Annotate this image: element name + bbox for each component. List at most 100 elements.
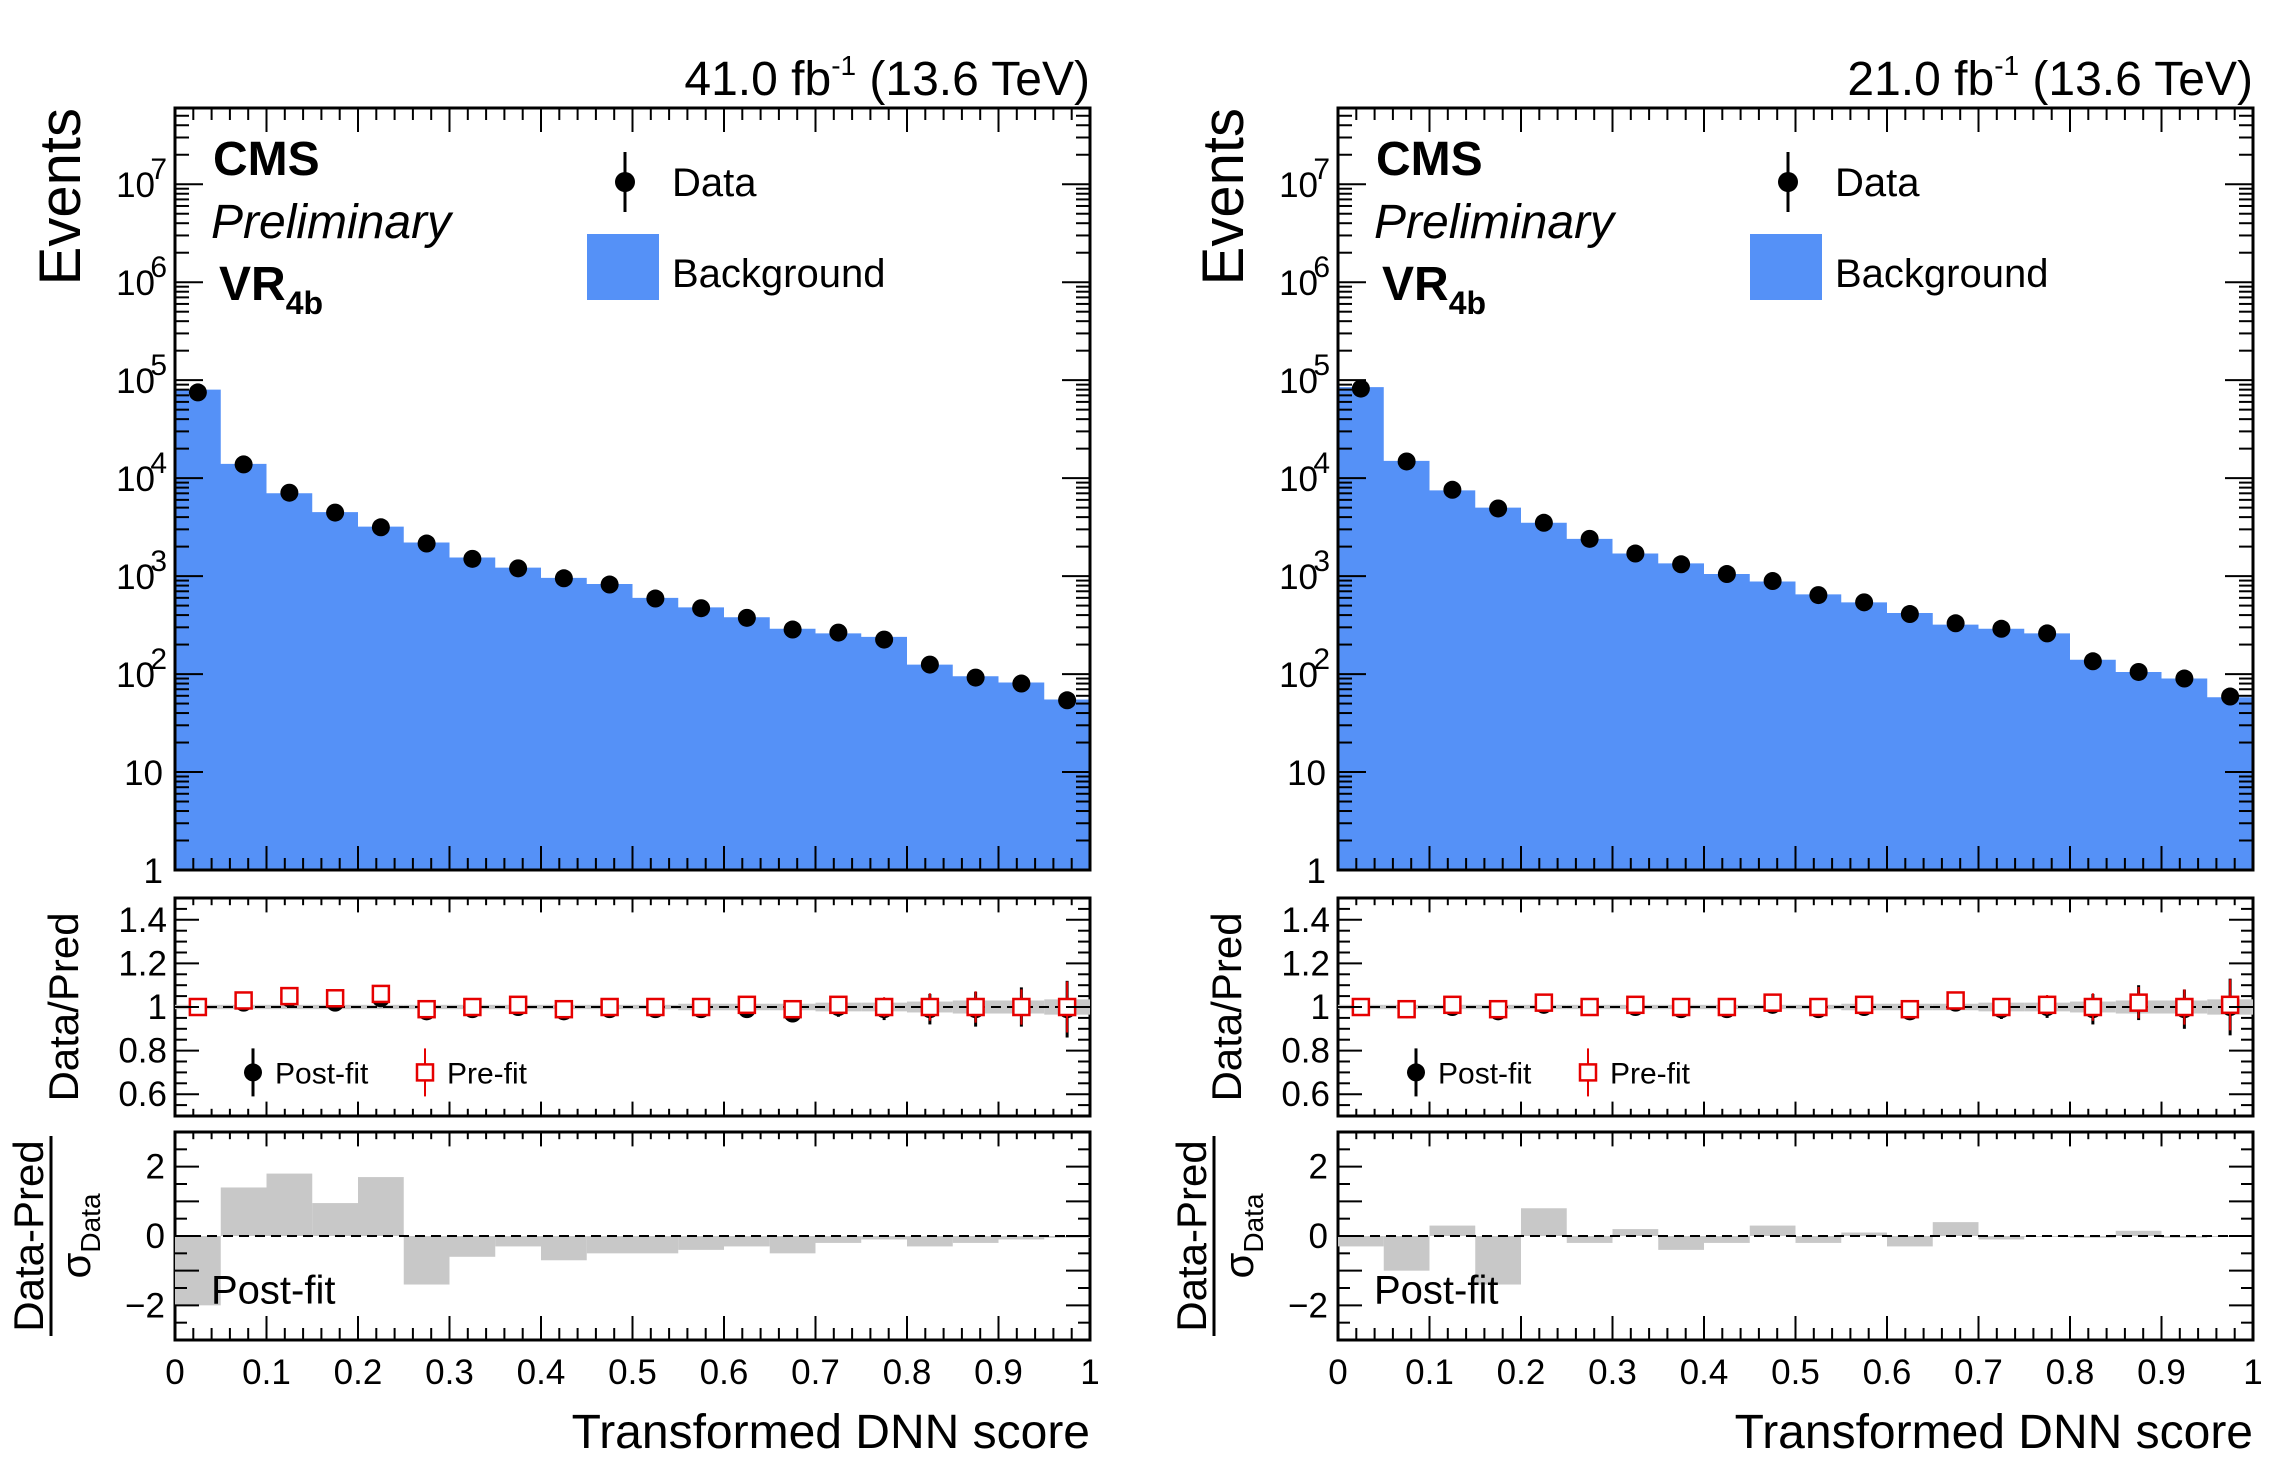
ratio-prefit-marker (417, 999, 436, 1019)
data-point (1717, 565, 1736, 584)
data-point (966, 668, 985, 687)
data-point (188, 383, 207, 402)
pull-bar (1383, 1236, 1430, 1271)
pull-bar (952, 1236, 999, 1243)
preliminary-label: Preliminary (211, 196, 454, 249)
data-point (737, 608, 756, 627)
ratio-legend-postfit-label: Post-fit (1438, 1057, 1532, 1090)
lumi-exponent: -1 (831, 50, 856, 81)
ratio-ytick-label: 1.4 (1281, 901, 1330, 940)
ratio-prefit-marker (1488, 999, 1508, 1019)
y-axis-title: Events (28, 108, 93, 285)
main-ytick-exponent: 6 (150, 251, 167, 284)
pull-label: Post-fit (1374, 1269, 1498, 1313)
pull-bar (1521, 1208, 1567, 1236)
pull-sigma: σ (52, 1253, 99, 1279)
main-ytick-exponent: 5 (1313, 349, 1330, 382)
pull-bar (769, 1236, 816, 1254)
pull-bar (358, 1177, 404, 1236)
pull-y-axis-title-numerator: Data-Pred (1168, 1140, 1215, 1331)
xtick-label: 1 (1080, 1353, 1099, 1392)
ratio-prefit-marker (737, 995, 757, 1015)
data-point (2129, 662, 2148, 681)
ratio-prefit-marker (463, 997, 482, 1017)
pull-bar (449, 1236, 496, 1257)
ratio-legend-prefit-marker (415, 1063, 435, 1082)
region-label: VR4b (1382, 258, 1486, 321)
ratio-prefit-marker (1992, 997, 2011, 1017)
main-ytick-label: 10 (116, 362, 155, 401)
ratio-legend-prefit-marker (1578, 1063, 1598, 1082)
lumi-exponent: -1 (1994, 50, 2019, 81)
data-point (417, 534, 436, 553)
pull-y-axis-title-numerator: Data-Pred (5, 1140, 52, 1331)
data-point (1626, 544, 1645, 563)
ratio-prefit-marker (1854, 995, 1874, 1015)
data-point (1534, 513, 1553, 532)
pull-bar (815, 1236, 862, 1243)
xtick-label: 0.4 (517, 1353, 566, 1392)
x-axis-title: Transformed DNN score (1735, 1406, 2253, 1459)
pull-bar (266, 1173, 313, 1236)
data-point (1763, 572, 1782, 591)
pull-y-axis-title-denominator: σData (52, 1193, 106, 1278)
data-point (920, 655, 939, 674)
xtick-label: 0.6 (1863, 1353, 1912, 1392)
data-point (326, 503, 345, 522)
xtick-label: 0.3 (425, 1353, 474, 1392)
ratio-prefit-marker (2037, 995, 2057, 1015)
ratio-prefit-marker (874, 997, 894, 1017)
data-point (509, 559, 528, 578)
lumi-value: 21.0 fb (1847, 53, 1994, 106)
pull-bar (1841, 1232, 1887, 1236)
region-name: VR (1382, 258, 1449, 311)
pull-sigma-subscript: Data (1238, 1193, 1269, 1253)
pull-ytick-label: 2 (146, 1148, 165, 1187)
ratio-prefit-marker (691, 997, 711, 1017)
xtick-label: 0.5 (1771, 1353, 1820, 1392)
data-point (371, 518, 390, 537)
xtick-label: 0.8 (883, 1353, 932, 1392)
pull-bar (1658, 1236, 1704, 1250)
legend-background-label: Background (672, 252, 885, 296)
main-ytick-label: 10 (116, 264, 155, 303)
main-ytick-exponent: 6 (1313, 251, 1330, 284)
main-ytick-label: 10 (1279, 558, 1318, 597)
main-ytick-label: 1 (1307, 852, 1326, 891)
pull-bar (1887, 1236, 1933, 1247)
pull-bar (495, 1236, 541, 1247)
ratio-prefit-marker (783, 999, 802, 1019)
energy-label: (13.6 TeV) (856, 53, 1090, 106)
pull-sigma-subscript: Data (75, 1193, 106, 1253)
main-ytick-exponent: 3 (150, 545, 167, 578)
lumi-value: 41.0 fb (684, 53, 831, 106)
pull-ytick-label: −2 (1288, 1286, 1328, 1325)
cms-label: CMS (213, 133, 320, 186)
pull-bar (1338, 1236, 1384, 1247)
data-point (1900, 605, 1919, 624)
ratio-prefit-marker (554, 999, 574, 1019)
ratio-prefit-marker (1012, 997, 1031, 1017)
data-point (1809, 586, 1828, 605)
main-ytick-label: 10 (116, 166, 155, 205)
background-histogram (175, 389, 1090, 870)
data-point (600, 575, 619, 594)
main-ytick-exponent: 7 (150, 153, 167, 186)
ratio-prefit-marker (1900, 999, 1920, 1019)
data-point (1946, 614, 1965, 633)
pull-bar (312, 1203, 358, 1236)
data-point (2221, 687, 2240, 706)
preliminary-label: Preliminary (1374, 196, 1617, 249)
pull-label: Post-fit (211, 1269, 335, 1313)
ratio-ytick-label: 0.8 (1281, 1032, 1330, 1071)
main-ytick-label: 10 (1279, 264, 1318, 303)
pull-bar (1749, 1225, 1796, 1236)
data-point (2175, 669, 2194, 688)
pull-ytick-label: 0 (146, 1217, 165, 1256)
main-ytick-label: 10 (1279, 362, 1318, 401)
data-point (1397, 452, 1416, 471)
data-point (875, 630, 894, 649)
ratio-ytick-label: 1 (148, 988, 167, 1027)
xtick-label: 0.4 (1680, 1353, 1729, 1392)
data-point (463, 549, 482, 568)
